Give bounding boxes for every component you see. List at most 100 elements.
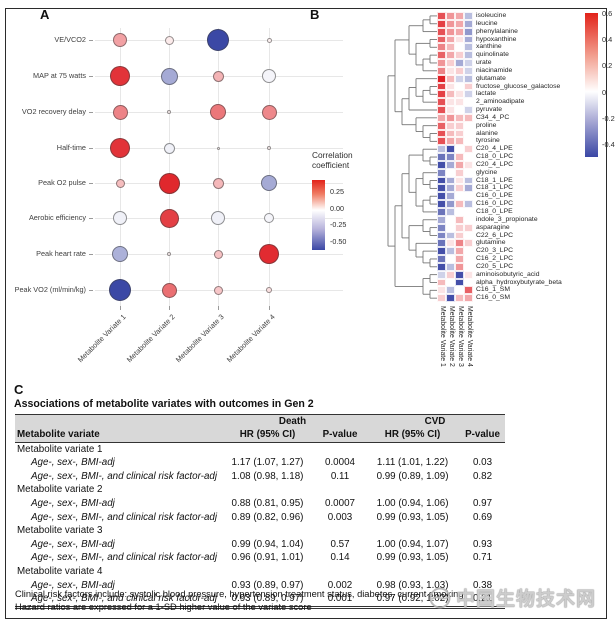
heatmap-cell: [464, 35, 473, 44]
heatmap-colorbar-tick: -0.4: [602, 140, 615, 149]
table-row: Age-, sex-, BMI-adj 0.99 (0.94, 1.04) 0.57…: [15, 538, 505, 552]
heatmap-cell: [455, 137, 464, 146]
axis-tick: [89, 218, 93, 219]
heatmap-cell: [455, 255, 464, 263]
heatmap-cell: [464, 113, 473, 122]
correlation-bubble: [115, 178, 125, 188]
heatmap-cell: [437, 160, 446, 169]
heatmap-row-label: lactate: [476, 90, 497, 98]
heatmap-row-label: leucine: [476, 19, 498, 27]
heatmap-cell: [464, 121, 473, 130]
bubble-row-label: MAP at 75 watts: [33, 71, 86, 80]
cell-death-p: 0.001: [315, 592, 366, 610]
heatmap-cell: [464, 192, 473, 201]
heatmap-cell: [446, 239, 455, 248]
correlation-bubble: [109, 279, 131, 301]
table-group-header-row: Death CVD: [15, 413, 506, 429]
cell-cvd-p: 0.69: [472, 511, 493, 523]
heatmap-cell: [464, 176, 473, 185]
table-row: Metabolite variate 4: [15, 566, 505, 580]
model-row-label: Age-, sex-, BMI-adj: [31, 498, 115, 510]
heatmap-cell: [455, 145, 464, 154]
heatmap-cell: [464, 106, 473, 114]
correlation-bubble: [113, 211, 127, 225]
heatmap-cell: [455, 160, 464, 169]
header-spacer: [15, 413, 220, 429]
heatmap-cell: [464, 129, 473, 138]
heatmap-cell: [446, 215, 455, 224]
heatmap-cell: [437, 12, 446, 20]
heatmap-cell: [446, 43, 455, 52]
table-row: Age-, sex-, BMI-adj 0.88 (0.81, 0.95) 0.00…: [15, 498, 505, 512]
heatmap-cell: [446, 66, 455, 75]
heatmap-cell: [446, 247, 455, 256]
heatmap-cell: [437, 239, 446, 248]
cell-death-hr: 0.93 (0.89, 0.97): [231, 579, 304, 591]
table-row: Metabolite variate 1: [15, 443, 505, 457]
table-row: Age-, sex-, BMI-, and clinical risk fact…: [15, 592, 506, 610]
heatmap-cell: [437, 137, 446, 146]
heatmap-cell: [446, 255, 455, 263]
heatmap-cell: [446, 160, 455, 169]
heatmap-cell: [464, 286, 473, 295]
correlation-bubble: [259, 244, 279, 264]
heatmap-cell: [455, 19, 464, 28]
correlation-legend-tick: -0.25: [330, 220, 347, 229]
correlation-bubble: [112, 104, 128, 120]
heatmap-cell: [446, 106, 455, 114]
heatmap-cell: [455, 176, 464, 185]
heatmap-cell: [455, 27, 464, 36]
correlation-legend-title: Correlation coefficient: [312, 150, 353, 170]
cell-cvd-p: 0.82: [472, 470, 493, 482]
heatmap-row-label: fructose_glucose_galactose: [476, 82, 561, 90]
axis-tick: [218, 306, 219, 310]
cell-death-hr: 1.08 (0.98, 1.18): [231, 470, 304, 482]
correlation-bubble: [112, 246, 128, 262]
heatmap-cell: [446, 176, 455, 185]
heatmap-cell: [464, 82, 473, 91]
heatmap-row-label: C20_4_LPC: [476, 160, 514, 168]
heatmap-cell: [464, 74, 473, 83]
heatmap-cell: [446, 98, 455, 107]
correlation-bubble: [211, 211, 225, 225]
correlation-bubble: [207, 29, 229, 51]
heatmap-row-label: proline: [476, 121, 497, 129]
correlation-bubble: [262, 69, 276, 83]
column-header-4: P-value: [460, 428, 506, 444]
heatmap-cell: [464, 51, 473, 60]
heatmap-cell: [455, 239, 464, 248]
grid-vline: [218, 28, 219, 306]
heatmap-cell: [455, 98, 464, 107]
heatmap-cell: [446, 208, 455, 216]
cell-death-hr: 0.99 (0.94, 1.04): [231, 538, 304, 550]
heatmap-cell: [464, 27, 473, 36]
heatmap-cell: [464, 270, 473, 279]
heatmap-cell: [446, 168, 455, 177]
heatmap-row-label: C18_0_LPC: [476, 153, 514, 161]
heatmap-colorbar-tick: 0.4: [602, 35, 613, 45]
table-row: Age-, sex-, BMI-, and clinical risk fact…: [15, 552, 505, 566]
group-row-label: Metabolite variate 3: [17, 525, 103, 537]
correlation-bubble: [216, 146, 220, 150]
heatmap-cell: [464, 59, 473, 67]
heatmap-cell: [437, 98, 446, 107]
heatmap-cell: [464, 137, 473, 146]
swirl-globe-icon: [429, 587, 451, 608]
heatmap-cell: [446, 270, 455, 279]
heatmap-row-label: urate: [476, 59, 492, 67]
table-title: Associations of metabolite variates with…: [14, 398, 314, 410]
heatmap-cell: [446, 12, 455, 20]
group-header-0: Death: [220, 413, 366, 429]
heatmap-cell: [464, 208, 473, 216]
heatmap-cell: [446, 231, 455, 240]
correlation-legend-tick: 0.25: [330, 187, 344, 196]
heatmap-cell: [437, 121, 446, 130]
heatmap-cell: [437, 43, 446, 52]
correlation-bubble: [161, 282, 177, 298]
table-row: Age-, sex-, BMI-adj 1.17 (1.07, 1.27) 0.00…: [15, 457, 505, 471]
heatmap-cell: [455, 59, 464, 67]
heatmap-cell: [464, 294, 473, 303]
correlation-bubble: [158, 172, 180, 194]
axis-tick: [89, 290, 93, 291]
